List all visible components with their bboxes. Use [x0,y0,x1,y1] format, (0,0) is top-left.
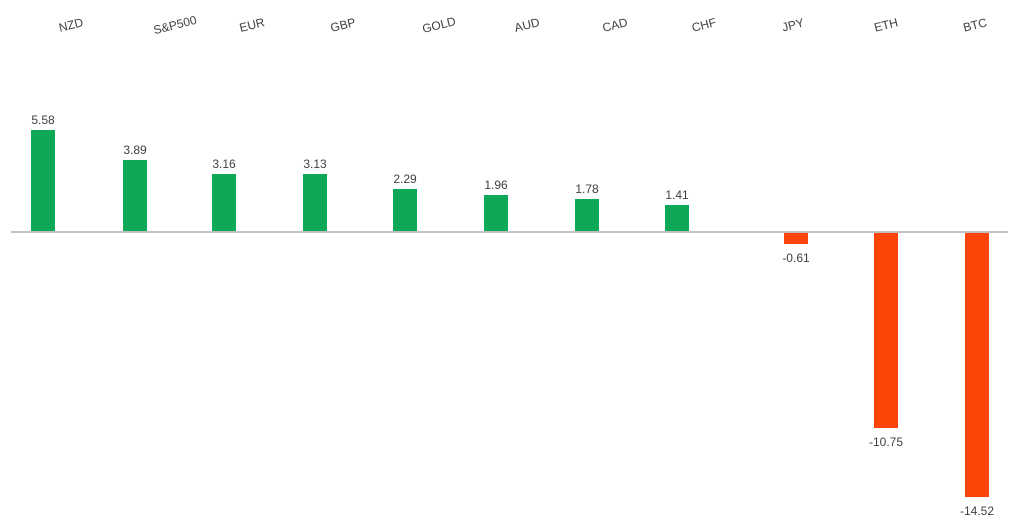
bar-NZD [31,130,55,231]
bar-GOLD [393,189,417,231]
bar-AUD [484,195,508,231]
value-label-CHF: 1.41 [665,188,689,202]
bar-ETH [874,233,898,428]
category-label-GBP: GBP [329,15,357,35]
value-label-NZD: 5.58 [31,113,55,127]
category-label-AUD: AUD [513,15,541,35]
bar-EUR [212,174,236,231]
category-label-S&P500: S&P500 [151,12,199,38]
category-label-EUR: EUR [238,15,266,35]
category-label-NZD: NZD [57,15,85,35]
bar-CAD [575,199,599,231]
category-label-GOLD: GOLD [420,14,458,36]
value-label-ETH: -10.75 [868,435,904,449]
bar-CHF [665,205,689,231]
category-label-CAD: CAD [601,15,629,35]
value-label-BTC: -14.52 [959,504,995,518]
zero-axis-line [11,231,1008,233]
bar-BTC [965,233,989,497]
bar-JPY [784,233,808,244]
category-label-BTC: BTC [961,15,989,35]
value-label-GBP: 3.13 [303,157,327,171]
value-label-JPY: -0.61 [782,251,810,265]
category-label-JPY: JPY [780,15,806,35]
value-label-GOLD: 2.29 [393,172,417,186]
bar-S&P500 [123,160,147,231]
value-label-CAD: 1.78 [575,182,599,196]
category-label-CHF: CHF [690,15,718,35]
value-label-EUR: 3.16 [212,157,236,171]
category-label-ETH: ETH [872,15,900,35]
bar-GBP [303,174,327,231]
value-label-AUD: 1.96 [484,178,508,192]
value-label-S&P500: 3.89 [123,143,147,157]
